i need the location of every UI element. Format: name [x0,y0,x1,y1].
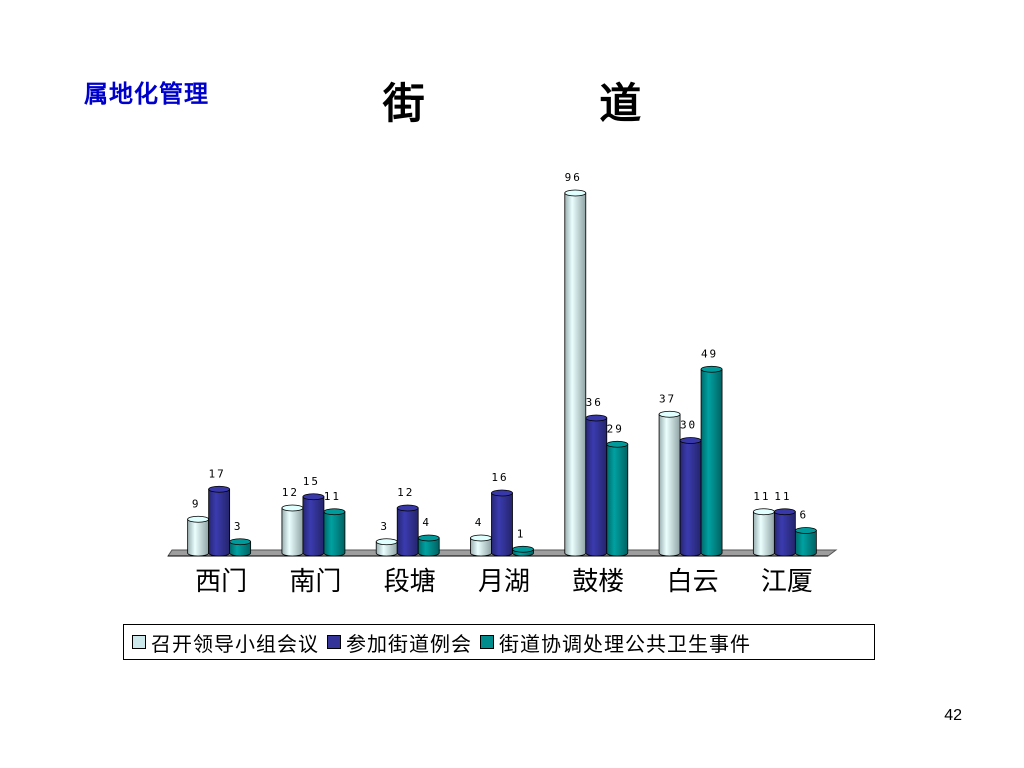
data-label-1-1: 9 [192,497,201,510]
bar-1-5 [564,192,587,557]
legend-item-series-2: 参加街道例会 [327,628,472,657]
bar-cap-2-7 [773,508,796,516]
bar-1-6 [658,413,681,557]
bar-cap-2-5 [585,414,608,422]
data-label-2-3: 12 [397,486,414,499]
bar-3-5 [606,443,629,557]
bar-cap-3-3 [417,534,440,542]
x-tick-label-5: 鼓楼 [572,567,624,597]
bar-cap-3-5 [606,440,629,448]
bar-2-3 [396,507,419,557]
data-label-1-6: 37 [659,392,676,405]
data-label-1-7: 11 [753,490,770,503]
bar-1-2 [281,507,304,557]
bar-1-1 [187,518,210,557]
bar-cap-1-1 [187,515,210,523]
bar-3-6 [700,368,723,557]
bar-cap-3-7 [794,527,817,534]
data-label-1-2: 12 [282,486,299,499]
legend-swatch-series-2 [327,635,341,649]
bar-1-7 [752,511,775,557]
bar-cap-2-1 [208,485,231,493]
bar-cap-3-6 [700,365,723,373]
x-tick-label-3: 段塘 [384,567,436,597]
legend-label-series-2: 参加街道例会 [346,631,472,656]
bar-2-1 [208,488,231,557]
legend-item-series-1: 召开领导小组会议 [132,628,319,657]
legend-label-series-3: 街道协调处理公共卫生事件 [499,631,751,656]
data-label-3-6: 49 [701,347,718,360]
x-tick-label-4: 月湖 [478,567,530,597]
data-label-2-4: 16 [491,471,508,484]
bar-cap-2-4 [491,489,513,497]
x-tick-label-1: 西门 [195,567,247,597]
bar-cap-3-4 [512,545,534,553]
data-label-3-2: 11 [324,490,341,503]
bar-cap-1-5 [564,189,587,197]
x-tick-label-7: 江厦 [761,567,813,597]
data-label-3-5: 29 [607,422,624,435]
bar-3-7 [794,530,817,557]
x-tick-label-6: 白云 [667,567,719,597]
x-tick-label-2: 南门 [289,567,341,597]
legend-label-series-1: 召开领导小组会议 [151,631,319,656]
bar-cap-1-4 [470,534,492,542]
bar-2-5 [585,417,608,557]
data-label-2-7: 11 [774,490,791,503]
data-label-1-4: 4 [475,516,484,529]
bar-2-6 [679,440,702,557]
bar-cap-3-2 [323,508,346,516]
data-label-3-3: 4 [422,516,431,529]
page-number: 42 [944,707,962,724]
data-label-2-6: 30 [680,419,697,432]
data-label-1-3: 3 [380,520,389,533]
bar-cap-3-1 [229,538,252,546]
data-label-2-5: 36 [586,396,603,409]
bar-cap-2-3 [396,504,419,512]
data-label-3-4: 1 [517,527,526,540]
bar-2-4 [491,492,513,557]
data-label-2-2: 15 [303,475,320,488]
data-label-3-7: 6 [800,509,809,522]
bar-3-3 [417,537,440,557]
bar-3-2 [323,511,346,557]
bar-cap-2-6 [679,437,702,444]
bar-2-2 [302,496,325,557]
legend-swatch-series-3 [480,635,494,649]
bar-cap-2-2 [302,493,325,501]
bar-cap-1-3 [375,538,398,546]
legend-item-series-3: 街道协调处理公共卫生事件 [480,628,751,657]
bar-cap-1-2 [281,504,304,512]
data-label-1-5: 96 [565,171,582,184]
bar-cap-1-7 [752,508,775,516]
bar-3-1 [229,541,252,557]
data-label-2-1: 17 [209,467,226,480]
bar-2-7 [773,511,796,557]
slide-corner-label: 属地化管理 [84,80,209,108]
chart-title: 街 道 [382,79,722,128]
data-label-3-1: 3 [234,520,243,533]
bar-cap-1-6 [658,410,681,418]
bar-chart: 9 17 3 西门 12 15 11 南门 3 12 4 段塘 4 16 1 月湖 96 36 29 鼓楼 37 30 49… [167,171,838,597]
legend-swatch-series-1 [132,635,146,649]
chart-legend: 召开领导小组会议 参加街道例会 街道协调处理公共卫生事件 [123,624,875,660]
